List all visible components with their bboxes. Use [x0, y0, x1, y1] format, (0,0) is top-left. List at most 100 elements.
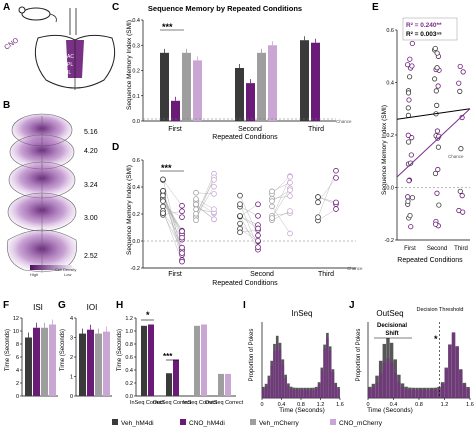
panel-c-bar [171, 100, 180, 121]
level-label-4: 3.00 [84, 215, 98, 222]
panel-i-hist-bar [334, 385, 338, 398]
panel-g-tick-label: 0 [70, 394, 73, 400]
panel-i-hist-bar [301, 389, 304, 398]
panel-letter-a: A [3, 2, 10, 13]
panel-d-pair-line [162, 195, 183, 236]
panel-e-group-first: First [404, 246, 416, 252]
panel-h-cat-3: InSeq Correct [183, 400, 217, 406]
legend-label-veh-hm4di: Veh_hM4di [121, 420, 154, 427]
panel-d-tick-label: 0.6 [132, 158, 140, 164]
panel-d-pair-line [239, 223, 259, 241]
panel-g-tick-label: 3 [70, 336, 73, 342]
panel-g-tick-label: 1 [70, 375, 73, 381]
panel-j-hist-bar [375, 382, 379, 398]
panel-i-hist-bar [309, 389, 313, 398]
panel-d-point [255, 201, 261, 208]
panel-e-point [435, 166, 441, 173]
panel-d-point [287, 174, 293, 180]
panel-e-point [405, 62, 411, 68]
panel-e-point [432, 170, 439, 177]
panel-d-point [211, 216, 217, 223]
panel-d-point [237, 229, 243, 236]
panel-e-chance: Chance [448, 154, 464, 159]
panel-e-point [434, 65, 440, 71]
panel-j-hist-bar [433, 389, 438, 398]
panel-d-pair-line [195, 177, 215, 221]
panel-j-hist-bar [451, 332, 456, 398]
panel-b: B [3, 100, 98, 277]
panel-e-point [408, 152, 414, 158]
panel-e-r2-box [402, 17, 458, 41]
legend-swatch-cno-hm4di [180, 419, 186, 425]
mouse-icon [18, 6, 57, 23]
panel-d-point [237, 192, 243, 199]
panel-d-point [179, 228, 185, 234]
panel-e-axes: -0.2 0.0 0.2 0.4 0.6 [385, 28, 470, 244]
panel-f-title: ISI [33, 303, 43, 312]
density-legend-title: Cell Density [55, 267, 76, 272]
panel-h-cat-2: OutSeq Correct [153, 400, 192, 406]
panel-d-ylabel: Sequence Memory Index (SMI) [126, 165, 133, 255]
panel-d-point [237, 201, 243, 207]
panel-i-hist-bar [270, 365, 274, 398]
panel-d-pair-line [195, 204, 215, 220]
panel-e-point [459, 114, 465, 121]
panel-d-group-third: Third [318, 271, 334, 278]
panel-e-tick-label: 0.4 [386, 81, 394, 87]
panel-j-tick-label: 0 [366, 402, 369, 408]
panel-d-tick-label: 0.4 [132, 185, 140, 191]
panel-letter-g: G [58, 300, 66, 311]
density-legend-high: Low [64, 272, 71, 277]
panel-e-point [433, 88, 439, 94]
region-label-ac: AC [67, 54, 74, 60]
panel-c-tick-label: 0.2 [132, 69, 140, 75]
panel-e-points [396, 40, 471, 230]
panel-a: A CNO AC PL IL [3, 2, 116, 90]
panel-h-bar [141, 325, 147, 396]
panel-h-tick-label: 0.6 [125, 355, 133, 361]
panel-h-tick-label: 0.8 [125, 342, 133, 348]
panel-c-tick-label: 0.1 [132, 94, 140, 100]
panel-d-point [315, 199, 321, 206]
panel-d-tick-label: 0.0 [132, 239, 140, 245]
panel-e-r2-purple: R² = 0.240** [406, 22, 442, 29]
panel-d-point [255, 232, 261, 239]
region-label-il: IL [67, 70, 71, 76]
panel-j-hist-bar [459, 370, 463, 398]
panel-e-point [407, 74, 413, 80]
panel-i-tick-label: 0 [260, 402, 263, 408]
panel-d-pair-line [317, 177, 337, 203]
panel-h-bar [173, 359, 179, 396]
panel-e-group-second: Second [427, 246, 447, 252]
panel-h-sig1: * [146, 310, 150, 320]
panel-e-point [460, 69, 466, 75]
panel-d-pair-line [195, 186, 215, 218]
panel-j-hist-bar [389, 362, 394, 398]
panel-i-hist-bar [287, 385, 290, 398]
panel-d-point [255, 237, 261, 244]
panel-d-point [315, 214, 321, 220]
panel-d-tick-label: -0.2 [131, 266, 140, 272]
level-label-1: 5.16 [84, 129, 98, 136]
panel-i-xlabel: Time (Seconds) [279, 407, 325, 414]
panel-d-point [179, 208, 185, 215]
panel-h-tick-label: 1.0 [125, 329, 133, 335]
panel-d-point [333, 167, 339, 174]
panel-e-point [435, 83, 441, 89]
panel-d-point [287, 187, 293, 193]
legend-swatch-veh-hm4di [112, 419, 118, 425]
panel-e-xlabel: Repeated Conditions [397, 257, 463, 264]
density-legend-low: High [30, 272, 38, 277]
panel-d-point [269, 198, 275, 204]
panel-e-point [405, 139, 412, 145]
panel-i-tick-label: 0.8 [297, 402, 305, 408]
panel-f-bars [25, 319, 56, 396]
panel-d-pair-line [271, 213, 291, 216]
panel-e-point [434, 50, 440, 56]
panel-d-point [160, 188, 166, 194]
panel-i-hist-bar [284, 378, 287, 398]
panel-e-point [460, 209, 466, 215]
panel-e-point [457, 188, 463, 194]
panel-j-xlabel: Time (Seconds) [367, 407, 413, 414]
panel-d-point [269, 188, 275, 195]
